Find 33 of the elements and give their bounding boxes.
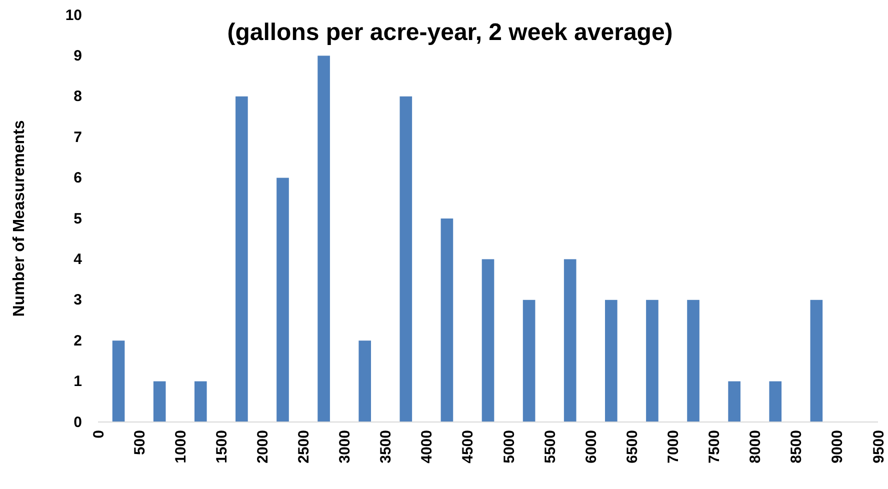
x-tick-label: 3500 (378, 430, 395, 464)
y-tick-label: 0 (74, 414, 82, 431)
x-tick-label: 4500 (460, 430, 477, 464)
x-tick-label: 7000 (664, 430, 682, 464)
y-tick-label: 2 (74, 332, 82, 350)
y-axis-title: Number of Measurements (11, 120, 28, 317)
x-tick-label: 5000 (500, 430, 518, 464)
x-tick-label: 6000 (582, 430, 600, 464)
y-tick-label: 9 (74, 48, 82, 64)
x-tick-label: 0 (90, 430, 108, 438)
x-tick-label: 1000 (172, 430, 190, 464)
y-tick-label: 4 (74, 251, 83, 268)
y-tick-label: 3 (74, 292, 82, 309)
x-tick-label: 9500 (870, 430, 888, 464)
y-tick-label: 7 (74, 128, 82, 146)
x-tick-label: 8500 (788, 430, 806, 464)
y-tick-label: 8 (74, 88, 82, 106)
x-tick-label: 500 (131, 430, 148, 456)
y-tick-label: 10 (65, 6, 82, 24)
x-tick-label: 6500 (624, 430, 641, 464)
x-tick-label: 5500 (542, 430, 559, 464)
x-tick-label: 2000 (254, 430, 272, 464)
y-tick-label: 1 (74, 373, 82, 390)
chart-title: (gallons per acre-year, 2 week average) (227, 19, 673, 46)
y-tick-label: 6 (74, 170, 82, 187)
x-tick-label: 4000 (418, 430, 436, 464)
x-tick-label: 8000 (747, 430, 764, 464)
x-tick-label: 7500 (706, 430, 724, 464)
x-tick-label: 1500 (213, 430, 230, 464)
x-tick-label: 3000 (336, 430, 354, 464)
y-tick-label: 5 (74, 210, 82, 228)
x-tick-label: 2500 (296, 430, 313, 464)
x-tick-label: 9000 (829, 430, 846, 464)
